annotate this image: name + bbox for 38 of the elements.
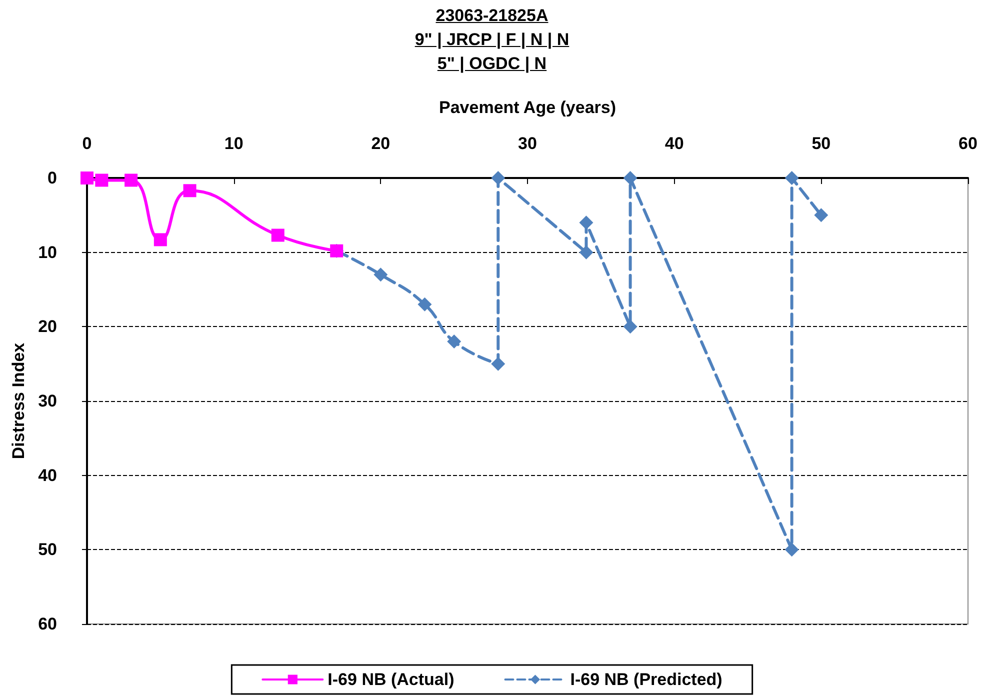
y-tick-label: 30	[38, 392, 57, 410]
legend-label: I-69 NB (Predicted)	[570, 670, 722, 689]
point	[579, 245, 594, 260]
legend-label: I-69 NB (Actual)	[328, 670, 454, 689]
x-tick-label: 30	[518, 134, 537, 153]
point	[154, 233, 167, 246]
point	[95, 174, 108, 187]
x-tick-label: 0	[82, 134, 92, 153]
y-tick-label: 60	[38, 614, 57, 634]
chart-title: 23063-21825A	[434, 5, 550, 27]
point	[579, 216, 594, 230]
y-tick-label: 40	[38, 466, 57, 485]
y-tick-label: 20	[38, 317, 57, 336]
point	[374, 268, 388, 282]
point	[491, 356, 506, 371]
point	[124, 174, 138, 187]
point	[183, 184, 196, 198]
y-axis-title: Distress Index	[9, 342, 28, 460]
y-tick-label: 10	[38, 242, 57, 262]
chart-subtitle: 9" | JRCP | F | N | N 5" | OGDC | N	[414, 29, 570, 75]
point	[623, 320, 638, 334]
y-tick-label: 50	[38, 540, 57, 560]
point	[814, 208, 828, 222]
point	[271, 228, 284, 242]
x-tick-label: 40	[664, 134, 684, 153]
x-axis-title: Pavement Age (years)	[438, 98, 616, 117]
point	[491, 171, 506, 185]
x-tick-label: 60	[958, 134, 978, 153]
point	[80, 172, 94, 184]
point	[447, 334, 462, 349]
point	[418, 297, 432, 312]
x-tick-label: 20	[371, 134, 390, 153]
point	[784, 542, 799, 557]
point	[784, 171, 799, 185]
point	[623, 171, 638, 185]
x-tick-label: 10	[224, 134, 244, 153]
x-tick-label: 50	[812, 134, 831, 153]
y-tick-label: 0	[48, 168, 57, 188]
